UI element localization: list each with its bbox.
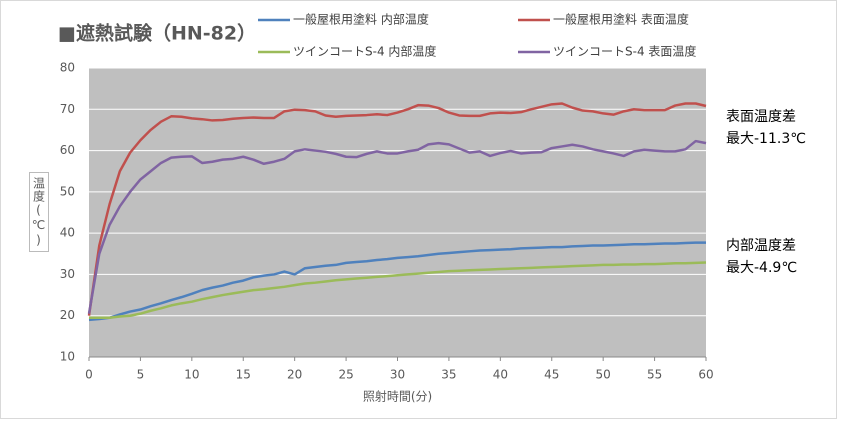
x-tick-label: 20	[287, 368, 302, 382]
annotation: 内部温度差	[726, 238, 796, 254]
series-line	[87, 102, 707, 316]
y-tick-label: 20	[60, 308, 75, 322]
x-tick-label: 30	[390, 368, 405, 382]
chart-title: ■遮熱試験（HN-82）	[58, 22, 256, 45]
y-tick-label: 70	[60, 102, 75, 116]
series-line	[89, 261, 707, 320]
x-tick-label: 0	[85, 368, 93, 382]
x-axis-label: 照射時間(分)	[363, 389, 432, 404]
x-tick-label: 10	[184, 368, 199, 382]
x-tick-label: 25	[338, 368, 353, 382]
y-tick-label: 30	[60, 267, 75, 281]
series-line	[88, 241, 706, 322]
annotation: 最大-11.3℃	[726, 131, 806, 147]
x-tick-label: 15	[236, 368, 251, 382]
annotation: 最大-4.9℃	[726, 260, 797, 276]
y-tick-label: 60	[60, 143, 75, 157]
y-tick-label: 80	[60, 61, 75, 75]
legend-label: ツインコートS-4 内部温度	[293, 44, 436, 59]
x-tick-label: 35	[441, 368, 456, 382]
x-tick-label: 60	[698, 368, 713, 382]
x-tick-label: 40	[493, 368, 508, 382]
y-tick-label: 40	[60, 226, 75, 240]
plot-area	[89, 68, 706, 357]
x-tick-label: 5	[137, 368, 145, 382]
x-tick-label: 55	[647, 368, 662, 382]
legend-label: ツインコートS-4 表面温度	[553, 44, 696, 59]
legend-label: 一般屋根用塗料 内部温度	[293, 12, 429, 27]
y-tick-label: 50	[60, 184, 75, 198]
series-line	[87, 139, 707, 314]
x-tick-label: 50	[596, 368, 611, 382]
annotation: 表面温度差	[726, 109, 796, 125]
legend-label: 一般屋根用塗料 表面温度	[553, 12, 689, 27]
x-tick-label: 45	[544, 368, 559, 382]
y-tick-label: 10	[60, 350, 75, 364]
y-axis-label: 温度(℃)	[29, 172, 49, 252]
